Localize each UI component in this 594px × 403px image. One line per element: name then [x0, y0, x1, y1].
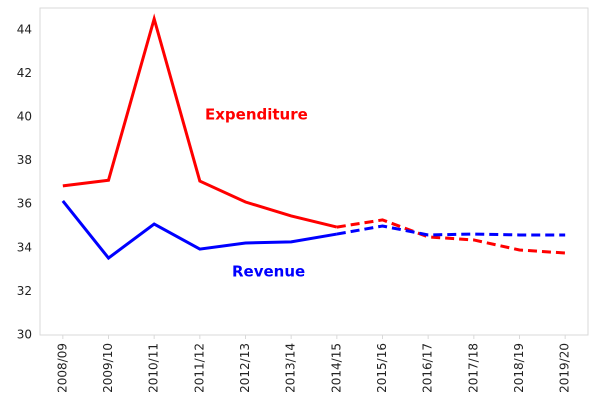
- x-tick-label: 2010/11: [147, 343, 161, 393]
- series-label: Expenditure: [205, 106, 308, 124]
- x-tick-label: 2009/10: [101, 343, 115, 393]
- x-tick-label: 2018/19: [512, 343, 526, 393]
- y-tick-label: 30: [17, 328, 32, 342]
- line: [62, 13, 338, 229]
- line: [61, 199, 338, 261]
- y-tick-label: 42: [17, 66, 32, 80]
- x-tick-label: 2014/15: [329, 343, 343, 393]
- x-tick-label: 2012/13: [238, 343, 252, 393]
- x-tick-label: 2008/09: [55, 343, 69, 393]
- y-tick-label: 34: [17, 240, 32, 254]
- y-tick-label: 40: [17, 110, 32, 124]
- y-tick-label: 32: [17, 284, 32, 298]
- x-tick-label: 2011/12: [192, 343, 206, 393]
- y-tick-label: 44: [17, 22, 32, 36]
- y-tick-label: 36: [17, 197, 32, 211]
- y-tick-label: 38: [17, 153, 32, 167]
- x-tick-label: 2016/17: [421, 343, 435, 393]
- x-tick-label: 2019/20: [558, 343, 572, 393]
- x-tick-label: 2017/18: [466, 343, 480, 393]
- x-tick-label: 2013/14: [284, 343, 298, 393]
- line: [336, 218, 566, 255]
- line: [336, 224, 566, 237]
- series-label: Revenue: [232, 263, 305, 281]
- x-tick-label: 2015/16: [375, 343, 389, 393]
- plot-frame: [39, 7, 589, 336]
